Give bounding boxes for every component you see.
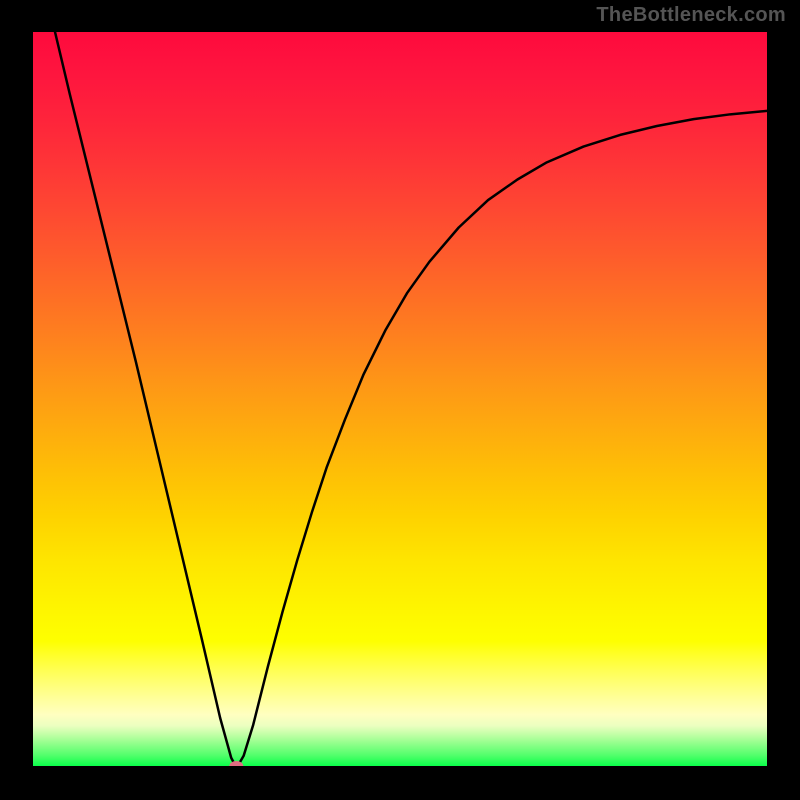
chart-background (33, 32, 767, 766)
chart-plot-area (33, 32, 767, 766)
watermark: TheBottleneck.com (596, 4, 786, 27)
chart-svg (33, 32, 767, 766)
